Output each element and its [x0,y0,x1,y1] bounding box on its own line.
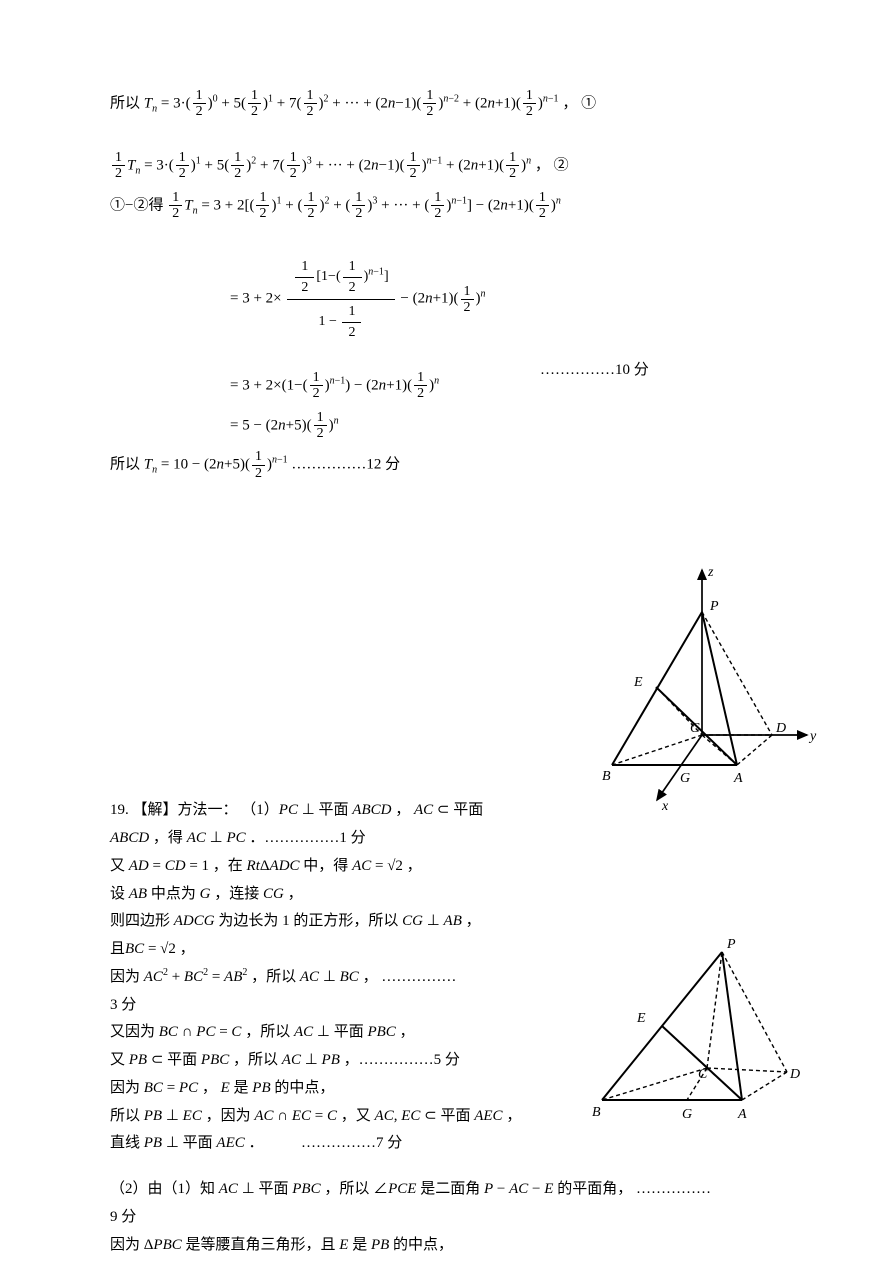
svg-text:P: P [726,937,736,952]
p19-line-15: 因为 ΔPBC 是等腰直角三角形，且 E 是 PB 的中点， [110,1232,792,1260]
p19-line-0: 19. 【解】方法一： （1）PC ⊥ 平面 ABCD ， AC ⊂ 平面 [110,797,550,825]
figure-2: P E C D B G A [582,930,812,1130]
svg-text:G: G [682,1107,692,1122]
eq1-tag: ① [581,95,596,111]
svg-text:C: C [698,1067,708,1082]
equation-line-2: 12Tn = 3·(12)1 + 5(12)2 + 7(12)3 + ··· +… [110,150,792,182]
p19-line-3: 设 AB 中点为 G ，连接 CG ， [110,881,550,909]
equation-line-4: = 3 + 2× 12[1−(12)n−1] 1 − 12 − (2n+1)(1… [230,255,792,344]
svg-text:D: D [775,721,786,736]
p19-line-13: （2）由（1）知 AC ⊥ 平面 PBC ，所以 ∠PCE 是二面角 P − A… [110,1176,792,1204]
equation-line-3: ①−②得 12Tn = 3 + 2[(12)1 + (12)2 + (12)3 … [110,190,792,222]
p19-line-12: 直线 PB ⊥ 平面 AEC ． ……………7 分 [110,1130,550,1158]
p19-p1a: （1）PC ⊥ 平面 ABCD ， AC ⊂ 平面 [241,802,483,818]
svg-text:A: A [733,771,743,786]
svg-text:E: E [633,675,643,690]
pyramid-no-axes: P E C D B G A [582,930,812,1130]
p19-line-1: ABCD ，得 AC ⊥ PC ．……………1 分 [110,825,550,853]
problem-19-wide: （2）由（1）知 AC ⊥ 平面 PBC ，所以 ∠PCE 是二面角 P − A… [110,1176,792,1259]
svg-text:A: A [737,1107,747,1122]
p19-line-7: 3 分 [110,992,550,1020]
equation-line-1: 所以 Tn = 3·(12)0 + 5(12)1 + 7(12)2 + ··· … [110,88,792,120]
p19-line-4: 则四边形 ADCG 为边长为 1 的正方形，所以 CG ⊥ AB ， [110,908,550,936]
svg-text:B: B [602,769,611,784]
eq1-prefix: 所以 [110,95,140,111]
p19-line-9: 又 PB ⊂ 平面 PBC ，所以 AC ⊥ PB ，……………5 分 [110,1047,550,1075]
svg-text:x: x [661,799,669,814]
problem-19: 19. 【解】方法一： （1）PC ⊥ 平面 ABCD ， AC ⊂ 平面 AB… [110,797,550,1158]
pyramid-with-axes: z y x P E C D B G A [572,560,822,820]
eq3-prefix: ①−②得 [110,197,163,213]
p19-line-8: 又因为 BC ∩ PC = C ，所以 AC ⊥ 平面 PBC ， [110,1019,550,1047]
eq7-prefix: 所以 [110,457,144,473]
score-10: ……………10 分 [540,358,649,382]
equation-line-5: = 3 + 2×(1−(12)n−1) − (2n+1)(12)n [230,370,792,402]
p19-line-6: 因为 AC2 + BC2 = AB2 ，所以 AC ⊥ BC ， …………… [110,964,550,992]
p19-header: 【解】方法一： [133,802,238,818]
svg-text:G: G [680,771,690,786]
svg-text:y: y [808,729,817,744]
p19-line-2: 又 AD = CD = 1 ，在 RtΔADC 中，得 AC = √2 ， [110,853,550,881]
equation-line-6: = 5 − (2n+5)(12)n [230,410,792,442]
p19-line-5: 且BC = √2 ， [110,936,550,964]
svg-text:E: E [636,1011,646,1026]
svg-text:B: B [592,1105,601,1120]
svg-text:D: D [789,1067,800,1082]
p19-line-14: 9 分 [110,1204,792,1232]
svg-text:z: z [707,565,714,580]
equation-line-7: 所以 Tn = 10 − (2n+5)(12)n−1 ……………12 分 [110,449,792,481]
svg-text:C: C [690,721,700,736]
figure-1: z y x P E C D B G A [572,560,822,820]
eq7-tail: ……………12 分 [291,457,400,473]
svg-text:P: P [709,599,719,614]
p19-line-10: 因为 BC = PC ， E 是 PB 的中点， [110,1075,550,1103]
eq2-tag: ② [554,157,569,173]
p19-num: 19. [110,802,129,818]
p19-line-11: 所以 PB ⊥ EC ，因为 AC ∩ EC = C ，又 AC, EC ⊂ 平… [110,1103,550,1131]
